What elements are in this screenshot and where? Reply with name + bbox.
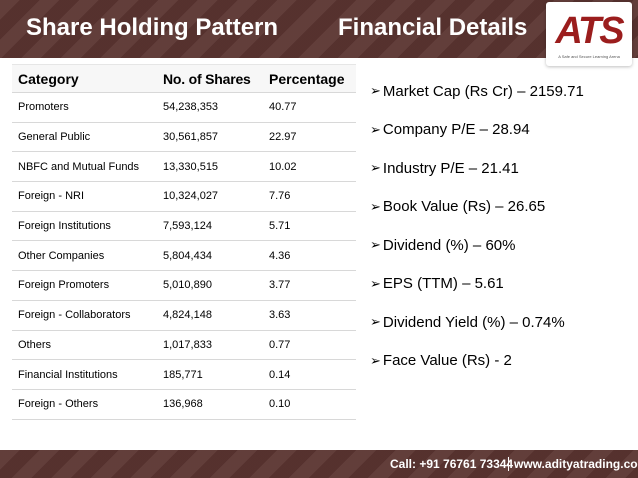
table-row: Promoters 54,238,353 40.77 xyxy=(12,93,356,123)
cell-shares: 30,561,857 xyxy=(163,131,219,144)
table-row: Foreign - Collaborators 4,824,148 3.63 xyxy=(12,301,356,331)
arrow-bullet-icon: ➢ xyxy=(370,198,381,214)
cell-shares: 4,824,148 xyxy=(163,309,212,322)
financial-details-title: Financial Details xyxy=(338,14,528,41)
share-holding-table: Category No. of Shares Percentage Promot… xyxy=(12,64,356,420)
table-row: Financial Institutions 185,771 0.14 xyxy=(12,360,356,390)
financial-item-text: Industry P/E – 21.41 xyxy=(382,159,519,177)
arrow-bullet-icon: ➢ xyxy=(370,237,381,253)
cell-category: Foreign - NRI xyxy=(18,190,85,203)
financial-item: ➢ Book Value (Rs) – 26.65 xyxy=(370,188,635,227)
ats-logo: ATS A Safe and Secure Learning Arena xyxy=(546,2,632,66)
cell-percentage: 7.76 xyxy=(269,190,291,203)
cell-category: Foreign Promoters xyxy=(18,279,110,292)
financial-item-text: Market Cap (Rs Cr) – 2159.71 xyxy=(382,82,584,100)
table-header-row: Category No. of Shares Percentage xyxy=(12,64,356,93)
cell-percentage: 4.36 xyxy=(269,249,291,262)
share-holding-title: Share Holding Pattern xyxy=(26,14,279,41)
cell-category: Promoters xyxy=(18,101,69,114)
financial-item-text: EPS (TTM) – 5.61 xyxy=(382,275,504,293)
financial-details-list: ➢ Market Cap (Rs Cr) – 2159.71 ➢ Company P/… xyxy=(370,72,635,380)
financial-item: ➢ Dividend Yield (%) – 0.74% xyxy=(370,303,635,342)
cell-shares: 13,330,515 xyxy=(163,160,219,173)
cell-percentage: 5.71 xyxy=(269,220,291,233)
header-category: Category xyxy=(18,70,79,87)
cell-shares: 1,017,833 xyxy=(163,338,212,351)
cell-shares: 10,324,027 xyxy=(163,190,219,203)
cell-category: Foreign - Others xyxy=(18,398,99,411)
cell-percentage: 0.77 xyxy=(269,338,291,351)
financial-item: ➢ Face Value (Rs) - 2 xyxy=(370,342,635,381)
cell-percentage: 40.77 xyxy=(269,101,297,114)
cell-category: NBFC and Mutual Funds xyxy=(18,160,140,173)
arrow-bullet-icon: ➢ xyxy=(370,160,381,176)
cell-category: General Public xyxy=(18,131,91,144)
table-row: Others 1,017,833 0.77 xyxy=(12,331,356,361)
cell-category: Foreign Institutions xyxy=(18,220,111,233)
cell-percentage: 0.10 xyxy=(269,398,291,411)
logo-tagline: A Safe and Secure Learning Arena xyxy=(558,54,620,59)
financial-item: ➢ Industry P/E – 21.41 xyxy=(370,149,635,188)
table-row: Other Companies 5,804,434 4.36 xyxy=(12,241,356,272)
table-row: Foreign Institutions 7,593,124 5.71 xyxy=(12,212,356,242)
logo-text: ATS xyxy=(555,10,624,52)
footer-divider xyxy=(508,457,509,471)
cell-percentage: 22.97 xyxy=(269,131,297,144)
arrow-bullet-icon: ➢ xyxy=(370,314,381,330)
footer-website: www.adityatrading.com xyxy=(514,457,638,471)
arrow-bullet-icon: ➢ xyxy=(370,352,381,368)
table-row: Foreign - Others 136,968 0.10 xyxy=(12,390,356,420)
header-percentage: Percentage xyxy=(269,70,345,87)
financial-item-text: Dividend Yield (%) – 0.74% xyxy=(382,313,565,331)
cell-shares: 5,010,890 xyxy=(163,279,212,292)
cell-category: Other Companies xyxy=(18,249,105,262)
cell-shares: 136,968 xyxy=(163,398,203,411)
footer-bar: Call: +91 76761 73344 www.adityatrading.… xyxy=(0,450,638,478)
cell-shares: 5,804,434 xyxy=(163,249,212,262)
financial-item: ➢ Market Cap (Rs Cr) – 2159.71 xyxy=(370,72,635,111)
financial-item-text: Dividend (%) – 60% xyxy=(382,236,516,254)
header-bar: Share Holding Pattern Financial Details xyxy=(0,0,638,58)
footer-phone: Call: +91 76761 73344 xyxy=(390,457,514,471)
cell-category: Others xyxy=(18,338,52,351)
financial-item-text: Company P/E – 28.94 xyxy=(382,121,530,139)
financial-item-text: Book Value (Rs) – 26.65 xyxy=(382,198,546,216)
cell-percentage: 10.02 xyxy=(269,160,297,173)
header-shares: No. of Shares xyxy=(163,70,251,87)
cell-shares: 185,771 xyxy=(163,368,203,381)
arrow-bullet-icon: ➢ xyxy=(370,83,381,99)
cell-category: Financial Institutions xyxy=(18,368,118,381)
cell-percentage: 3.63 xyxy=(269,309,291,322)
table-row: NBFC and Mutual Funds 13,330,515 10.02 xyxy=(12,152,356,183)
financial-item: ➢ Company P/E – 28.94 xyxy=(370,111,635,150)
financial-item: ➢ EPS (TTM) – 5.61 xyxy=(370,265,635,304)
cell-shares: 54,238,353 xyxy=(163,101,219,114)
cell-percentage: 0.14 xyxy=(269,368,291,381)
cell-shares: 7,593,124 xyxy=(163,220,212,233)
table-body: Promoters 54,238,353 40.77 General Public 30… xyxy=(12,93,356,420)
financial-item-text: Face Value (Rs) - 2 xyxy=(382,352,512,370)
cell-percentage: 3.77 xyxy=(269,279,291,292)
table-row: Foreign - NRI 10,324,027 7.76 xyxy=(12,182,356,212)
cell-category: Foreign - Collaborators xyxy=(18,309,131,322)
financial-item: ➢ Dividend (%) – 60% xyxy=(370,226,635,265)
arrow-bullet-icon: ➢ xyxy=(370,275,381,291)
table-row: General Public 30,561,857 22.97 xyxy=(12,123,356,153)
table-row: Foreign Promoters 5,010,890 3.77 xyxy=(12,271,356,301)
arrow-bullet-icon: ➢ xyxy=(370,121,381,137)
